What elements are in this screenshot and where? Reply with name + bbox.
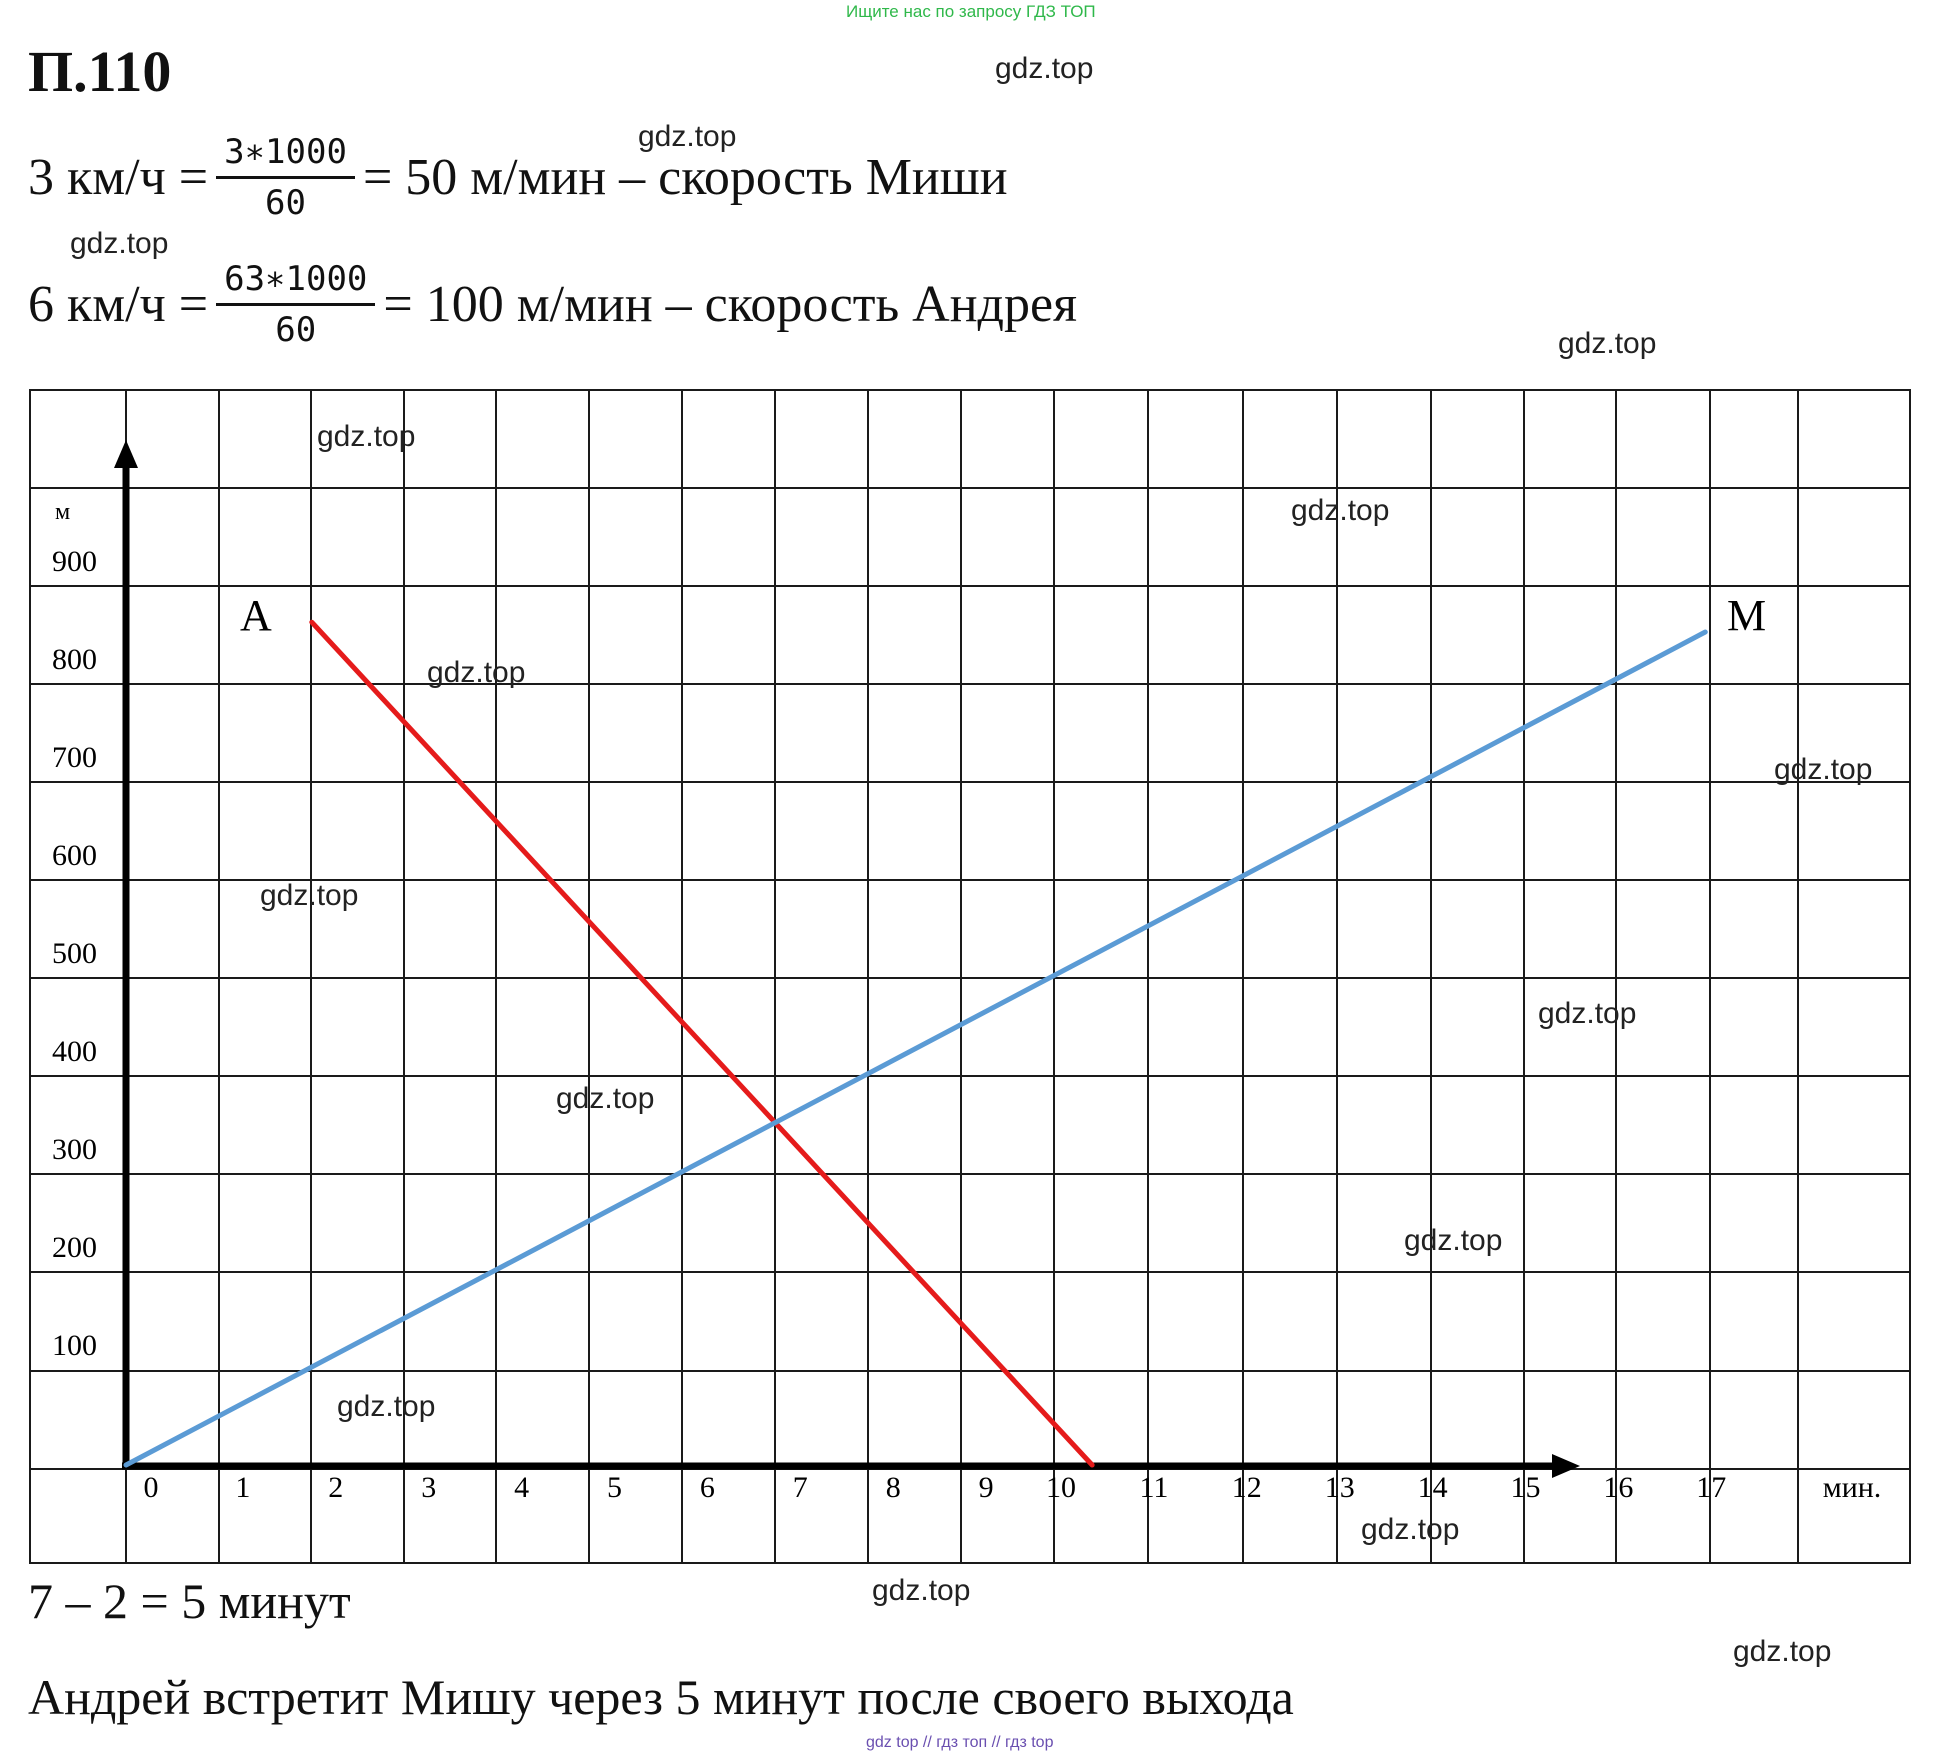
x-tick-label: 17 [1696,1471,1726,1504]
watermark: gdz.top [1774,753,1873,786]
site-banner: Ищите нас по запросу ГДЗ ТОП [846,2,1096,21]
x-tick-label: 10 [1046,1471,1076,1504]
formula-misha-right: = 50 м/мин – скорость Миши [362,149,1008,206]
watermark: gdz.top [1558,327,1657,360]
watermark: gdz.top [317,420,416,453]
series-line-misha [123,629,1708,1468]
y-tick-label: 800 [52,643,97,676]
x-tick-label: 11 [1139,1471,1168,1504]
page-title: П.110 [28,39,172,104]
chart-grid [29,389,1911,1564]
watermark: gdz.top [1361,1513,1460,1546]
y-axis-arrow [114,440,138,468]
chart-series [123,619,1708,1468]
x-tick-label: 0 [144,1471,159,1504]
watermark: gdz.top [1538,997,1637,1030]
formula-andrey-right: = 100 м/мин – скорость Андрея [383,276,1078,333]
x-tick-label: 7 [793,1471,808,1504]
x-tick-label: 12 [1232,1471,1262,1504]
x-tick-label: 3 [421,1471,436,1504]
x-tick-label: 4 [514,1471,529,1504]
series-line-andrey [309,619,1095,1468]
x-tick-label: 2 [328,1471,343,1504]
formula-andrey-fraction: 63∗1000 60 [216,259,376,350]
chart-axes [114,440,1580,1478]
formula-misha-fraction: 3∗1000 60 [216,132,355,223]
watermark: gdz.top [70,227,169,260]
watermark: gdz.top [1733,1635,1832,1668]
y-tick-label: 300 [52,1133,97,1166]
watermark: gdz.top [995,52,1094,85]
x-tick-label: 5 [607,1471,622,1504]
y-tick-label: 200 [52,1231,97,1264]
y-tick-label: 100 [52,1329,97,1362]
formula-misha-numerator: 3∗1000 [224,132,347,172]
x-tick-label: 6 [700,1471,715,1504]
watermark: gdz.top [872,1574,971,1607]
watermark: gdz.top [638,120,737,153]
series-label-misha: М [1727,591,1766,640]
x-axis-unit: мин. [1823,1471,1882,1504]
formula-andrey-numerator: 63∗1000 [224,259,368,299]
watermark: gdz.top [1404,1224,1503,1257]
x-tick-label: 13 [1325,1471,1355,1504]
y-axis-unit: м [55,499,70,525]
watermark: gdz.top [427,656,526,689]
x-tick-label: 16 [1603,1471,1633,1504]
formula-andrey: 6 км/ч = 63∗1000 60 = 100 м/мин – скорос… [28,259,1077,350]
y-tick-label: 400 [52,1035,97,1068]
formula-misha-denominator: 60 [216,176,355,223]
x-tick-label: 15 [1511,1471,1541,1504]
result-text: 7 – 2 = 5 минут [28,1573,351,1629]
watermark: gdz.top [260,879,359,912]
site-footer: gdz top // гдз топ // гдз top [866,1734,1054,1751]
x-tick-label: 8 [886,1471,901,1504]
x-tick-label: 9 [979,1471,994,1504]
y-tick-label: 600 [52,839,97,872]
y-tick-label: 500 [52,937,97,970]
formula-misha-left: 3 км/ч = [28,149,209,206]
watermark: gdz.top [1291,494,1390,527]
x-tick-label: 1 [235,1471,250,1504]
series-label-andrey: А [240,591,272,640]
formula-andrey-left: 6 км/ч = [28,276,209,333]
y-tick-label: 700 [52,741,97,774]
x-tick-label: 14 [1418,1471,1448,1504]
formula-andrey-denominator: 60 [216,303,376,350]
x-axis-arrow [1552,1454,1580,1478]
conclusion-text: Андрей встретит Мишу через 5 минут после… [28,1669,1294,1725]
watermark: gdz.top [556,1082,655,1115]
formula-misha: 3 км/ч = 3∗1000 60 = 50 м/мин – скорость… [28,132,1008,223]
watermark: gdz.top [337,1390,436,1423]
y-tick-label: 900 [52,545,97,578]
